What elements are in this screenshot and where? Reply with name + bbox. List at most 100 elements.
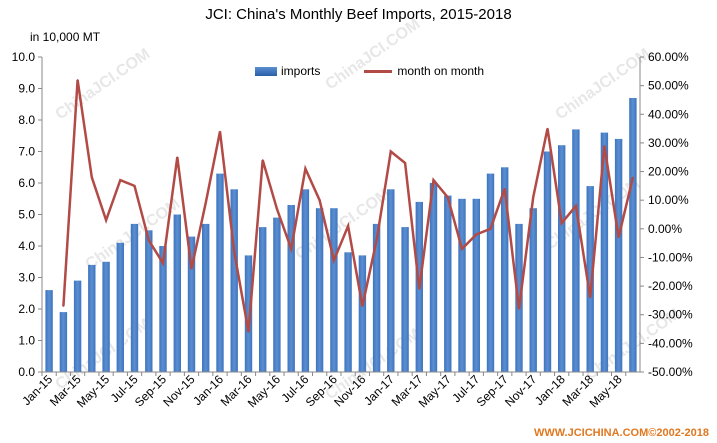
point-month-on-month-Jan-18	[560, 222, 563, 224]
point-month-on-month-Mar-18	[589, 296, 591, 299]
point-month-on-month-Nov-15	[190, 268, 193, 270]
y2-tick-label: 0.00%	[648, 222, 682, 236]
chart-title: JCI: China's Monthly Beef Imports, 2015-…	[205, 6, 512, 23]
bar-imports-Jul-15	[130, 223, 139, 372]
point-month-on-month-Jan-17	[390, 150, 392, 153]
point-month-on-month-Jul-16	[304, 167, 307, 170]
bar-imports-Nov-15	[187, 236, 196, 372]
bars-layer	[45, 98, 637, 373]
bar-imports-Aug-15	[145, 230, 153, 373]
point-month-on-month-Dec-15	[204, 202, 207, 204]
point-month-on-month-Apr-18	[603, 145, 606, 147]
point-month-on-month-May-18	[617, 236, 620, 239]
legend-swatch-month-on-month	[364, 69, 393, 73]
bar-imports-May-16	[273, 217, 281, 372]
bar-imports-Sep-15	[159, 246, 167, 372]
y-tick-label: 8.0	[18, 113, 35, 127]
legend-label-month-on-month: month on month	[397, 64, 485, 78]
point-month-on-month-Mar-17	[418, 288, 421, 290]
bar-imports-Oct-16	[344, 252, 352, 372]
bar-imports-Oct-15	[173, 214, 181, 372]
y-tick-label: 7.0	[18, 145, 35, 159]
x-tick-label: May-16	[245, 372, 283, 410]
bar-imports-Apr-17	[429, 183, 438, 372]
point-month-on-month-Jul-15	[133, 185, 136, 187]
y2-tick-label: 20.00%	[648, 165, 689, 179]
bar-imports-Jun-16	[287, 205, 295, 372]
svg-text:ChinaJCI.COM: ChinaJCI.COM	[553, 46, 654, 124]
x-tick-label: May-17	[416, 372, 454, 410]
point-month-on-month-Feb-18	[575, 205, 577, 207]
point-month-on-month-Mar-15	[76, 79, 79, 81]
bar-imports-Jun-15	[116, 242, 124, 372]
y2-tick-label: 30.00%	[648, 136, 689, 150]
bar-imports-Sep-16	[330, 208, 338, 372]
line-layer	[62, 79, 635, 333]
bar-imports-Feb-18	[572, 129, 580, 372]
bar-imports-Apr-18	[600, 132, 609, 372]
bar-imports-Sep-17	[501, 167, 509, 373]
point-month-on-month-Jun-16	[290, 248, 293, 250]
point-month-on-month-May-16	[276, 208, 278, 210]
point-month-on-month-Feb-15	[62, 305, 65, 307]
y-axis-unit-label: in 10,000 MT	[30, 30, 101, 44]
bar-imports-Dec-15	[202, 223, 210, 372]
y2-tick-label: 60.00%	[648, 50, 689, 64]
point-month-on-month-Oct-17	[518, 308, 520, 310]
point-month-on-month-Apr-15	[91, 176, 93, 179]
bar-imports-Feb-15	[59, 312, 68, 372]
bar-imports-Jan-15	[45, 290, 53, 372]
y2-tick-label: 10.00%	[648, 193, 689, 207]
bar-imports-Dec-16	[372, 223, 381, 372]
svg-text:ChinaJCI.COM: ChinaJCI.COM	[323, 16, 424, 94]
legend-label-imports: imports	[281, 64, 321, 78]
y-tick-label: 3.0	[18, 271, 35, 285]
bar-imports-Jul-16	[301, 189, 310, 372]
point-month-on-month-Mar-16	[247, 331, 250, 333]
bar-imports-Nov-16	[358, 255, 367, 372]
point-month-on-month-Jun-17	[461, 248, 463, 250]
bar-imports-Aug-16	[315, 208, 324, 372]
bar-imports-Mar-16	[244, 255, 253, 372]
y2-tick-label: 50.00%	[648, 79, 689, 93]
bar-imports-Feb-16	[230, 189, 238, 372]
y2-tick-label: -50.00%	[648, 365, 693, 379]
point-month-on-month-Dec-17	[546, 127, 549, 130]
bar-imports-Aug-17	[486, 173, 495, 372]
y-tick-label: 4.0	[18, 239, 35, 253]
y-tick-label: 1.0	[18, 334, 35, 348]
point-month-on-month-Feb-16	[233, 250, 235, 253]
point-month-on-month-Sep-17	[503, 187, 506, 190]
bar-imports-May-15	[102, 261, 110, 373]
point-month-on-month-Oct-16	[347, 225, 349, 227]
y-tick-label: 6.0	[18, 176, 35, 190]
footer-copyright: WWW.JCICHINA.COM©2002-2018	[534, 427, 709, 439]
point-month-on-month-Sep-16	[333, 259, 335, 262]
point-month-on-month-Oct-15	[176, 156, 179, 158]
svg-text:ChinaJCI.COM: ChinaJCI.COM	[53, 46, 154, 124]
point-month-on-month-Apr-17	[432, 179, 435, 181]
x-tick-label: Nov-15	[160, 372, 197, 409]
y-tick-label: 5.0	[18, 208, 35, 222]
point-month-on-month-Aug-15	[148, 239, 150, 242]
y-tick-label: 2.0	[18, 302, 35, 316]
bar-imports-May-18	[614, 138, 623, 372]
y2-tick-label: -40.00%	[648, 336, 693, 350]
point-month-on-month-Nov-17	[532, 196, 534, 199]
y-tick-label: 0.0	[18, 365, 35, 379]
point-month-on-month-Sep-15	[162, 262, 164, 265]
legend: imports month on month	[255, 64, 484, 78]
y2-tick-label: -20.00%	[648, 279, 693, 293]
bar-imports-Oct-17	[515, 223, 523, 372]
bar-imports-Mar-18	[586, 186, 594, 372]
bar-imports-Mar-15	[73, 280, 82, 372]
bar-imports-Jun-18	[629, 98, 637, 372]
point-month-on-month-Apr-16	[261, 159, 264, 161]
bar-imports-Feb-17	[401, 227, 409, 372]
point-month-on-month-May-17	[447, 196, 449, 199]
legend-swatch-imports	[255, 66, 277, 76]
point-month-on-month-Nov-16	[361, 305, 364, 307]
bar-imports-Apr-16	[259, 227, 267, 372]
y-tick-label: 10.0	[12, 50, 36, 64]
point-month-on-month-Jun-15	[119, 179, 122, 181]
